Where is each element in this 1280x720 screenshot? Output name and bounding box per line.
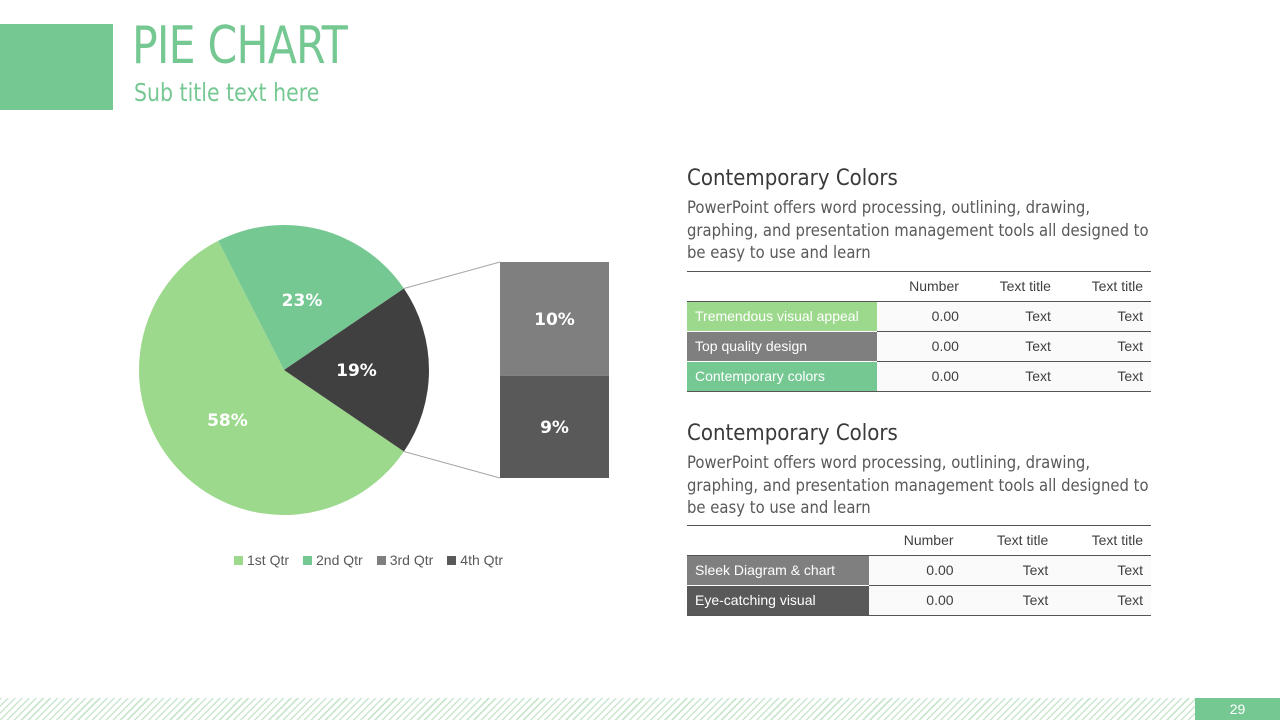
section-body: PowerPoint offers word processing, outli…	[687, 198, 1149, 262]
breakdown-bar-label: 10%	[534, 310, 575, 330]
row-label: Sleek Diagram & chart	[687, 555, 869, 586]
page-number: 29	[1195, 698, 1280, 720]
section-heading: Contemporary Colors	[687, 421, 898, 446]
data-table-1: Number Text title Text title Tremendous …	[687, 270, 1151, 392]
section-heading: Contemporary Colors	[687, 166, 898, 191]
slide-title: PIE CHART	[132, 16, 348, 76]
breakdown-bar-segment	[500, 375, 609, 478]
table-header-cell: Text title	[961, 524, 1057, 556]
pie-slice-1st-qtr	[138, 240, 404, 516]
table-header-row: Number Text title Text title	[687, 270, 1151, 302]
row-label: Contemporary colors	[687, 361, 877, 392]
table-header-cell: Text title	[1058, 270, 1151, 302]
connector-line	[403, 451, 501, 479]
info-section-1: Contemporary Colors PowerPoint offers wo…	[687, 166, 1151, 392]
legend-item: 1st Qtr	[234, 552, 289, 568]
table-cell: Text	[961, 555, 1057, 586]
table-row: Contemporary colors 0.00 Text Text	[687, 361, 1151, 392]
pie-label-1st-qtr: 58%	[207, 411, 248, 431]
table-row: Sleek Diagram & chart 0.00 Text Text	[687, 555, 1151, 586]
pie-slice-other	[284, 288, 430, 452]
legend-swatch	[376, 555, 386, 565]
table-cell: Text	[966, 331, 1059, 362]
table-cell: Text	[1056, 555, 1151, 586]
data-table-2: Number Text title Text title Sleek Diagr…	[687, 524, 1151, 616]
table-cell: Text	[1058, 361, 1151, 392]
table-cell: 0.00	[877, 331, 967, 362]
legend-item: 2nd Qtr	[303, 552, 363, 568]
table-row: Tremendous visual appeal 0.00 Text Text	[687, 301, 1151, 332]
table-cell: 0.00	[869, 555, 962, 586]
pie-slice-2nd-qtr	[218, 224, 404, 370]
chart-legend: 1st Qtr 2nd Qtr 3rd Qtr 4th Qtr	[234, 552, 503, 568]
table-header-cell: Text title	[1056, 524, 1151, 556]
legend-swatch	[234, 555, 243, 565]
table-row: Top quality design 0.00 Text Text	[687, 331, 1151, 362]
legend-label: 3rd Qtr	[389, 552, 434, 568]
legend-swatch	[447, 555, 457, 565]
table-cell: 0.00	[877, 361, 967, 392]
table-cell: Text	[1058, 301, 1151, 332]
legend-label: 2nd Qtr	[316, 552, 363, 568]
legend-label: 4th Qtr	[460, 552, 504, 568]
table-header-cell	[687, 524, 869, 556]
section-body: PowerPoint offers word processing, outli…	[687, 453, 1149, 517]
table-header-cell: Number	[869, 524, 962, 556]
table-cell: Text	[961, 585, 1057, 616]
table-cell: Text	[1056, 585, 1151, 616]
legend-swatch	[303, 555, 313, 565]
row-label: Eye-catching visual	[687, 585, 869, 616]
row-label: Tremendous visual appeal	[687, 301, 877, 332]
legend-label: 1st Qtr	[247, 552, 290, 568]
pie-label-other: 19%	[336, 361, 377, 381]
table-header-row: Number Text title Text title	[687, 524, 1151, 556]
table-header-cell: Number	[877, 270, 967, 302]
table-cell: Text	[1058, 331, 1151, 362]
breakdown-bar-segment	[500, 262, 609, 376]
table-cell: Text	[966, 361, 1059, 392]
pie-label-2nd-qtr: 23%	[282, 291, 323, 311]
table-header-cell: Text title	[966, 270, 1059, 302]
breakdown-bar-label: 9%	[540, 418, 569, 438]
table-row: Eye-catching visual 0.00 Text Text	[687, 585, 1151, 616]
row-label: Top quality design	[687, 331, 877, 362]
table-cell: 0.00	[869, 585, 962, 616]
connector-line	[403, 261, 501, 289]
legend-item: 4th Qtr	[447, 552, 503, 568]
info-section-2: Contemporary Colors PowerPoint offers wo…	[687, 421, 1151, 616]
table-cell: 0.00	[877, 301, 967, 332]
footer-stripe-band	[0, 698, 1195, 720]
slide-subtitle: Sub title text here	[134, 78, 320, 107]
title-accent-block	[0, 24, 113, 110]
table-header-cell	[687, 270, 877, 302]
table-cell: Text	[966, 301, 1059, 332]
legend-item: 3rd Qtr	[376, 552, 434, 568]
